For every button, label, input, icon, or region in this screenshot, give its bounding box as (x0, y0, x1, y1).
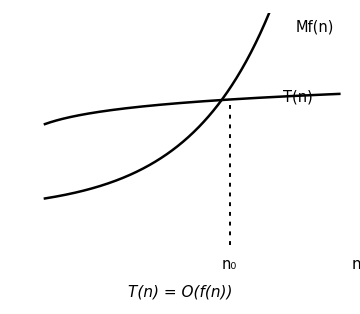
Text: n₀: n₀ (222, 257, 237, 272)
Text: T(n) = O(f(n)): T(n) = O(f(n)) (128, 284, 232, 300)
Text: n: n (352, 257, 360, 272)
Text: T(n): T(n) (283, 89, 313, 104)
Text: Mf(n): Mf(n) (296, 19, 334, 35)
